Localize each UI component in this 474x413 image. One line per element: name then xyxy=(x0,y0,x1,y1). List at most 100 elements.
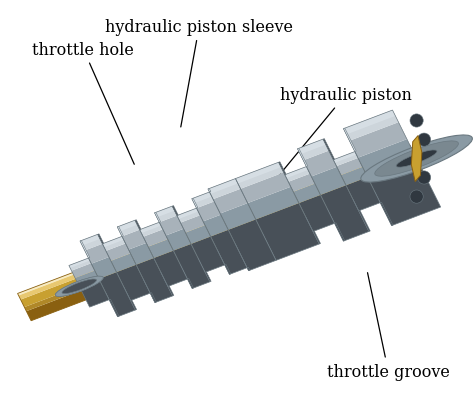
Polygon shape xyxy=(118,221,137,232)
Polygon shape xyxy=(220,204,256,230)
Ellipse shape xyxy=(62,279,97,294)
Polygon shape xyxy=(18,145,411,296)
Polygon shape xyxy=(106,244,130,261)
Ellipse shape xyxy=(418,171,431,185)
Polygon shape xyxy=(197,202,221,222)
Ellipse shape xyxy=(375,142,458,177)
Polygon shape xyxy=(344,111,395,135)
Polygon shape xyxy=(75,271,99,287)
Polygon shape xyxy=(118,227,123,237)
Polygon shape xyxy=(80,235,102,251)
Polygon shape xyxy=(136,259,173,303)
Polygon shape xyxy=(135,220,141,230)
Polygon shape xyxy=(299,195,335,232)
Polygon shape xyxy=(236,163,281,184)
Polygon shape xyxy=(285,167,310,183)
Polygon shape xyxy=(69,259,91,271)
Polygon shape xyxy=(359,211,370,232)
Polygon shape xyxy=(313,231,320,244)
Polygon shape xyxy=(148,240,173,259)
Polygon shape xyxy=(192,199,198,209)
Polygon shape xyxy=(117,265,150,301)
Polygon shape xyxy=(85,244,109,264)
Polygon shape xyxy=(155,206,177,223)
Polygon shape xyxy=(192,192,212,204)
Ellipse shape xyxy=(410,115,423,128)
Polygon shape xyxy=(122,230,146,250)
Polygon shape xyxy=(247,268,250,271)
Polygon shape xyxy=(185,225,210,244)
Polygon shape xyxy=(213,189,247,214)
Polygon shape xyxy=(166,229,191,251)
Polygon shape xyxy=(346,178,380,211)
Ellipse shape xyxy=(361,135,473,183)
Ellipse shape xyxy=(62,279,97,294)
Ellipse shape xyxy=(55,276,103,297)
Polygon shape xyxy=(140,223,163,237)
Polygon shape xyxy=(102,237,126,251)
Polygon shape xyxy=(131,300,137,310)
Polygon shape xyxy=(181,216,205,233)
Polygon shape xyxy=(24,159,419,311)
Polygon shape xyxy=(298,140,326,155)
Polygon shape xyxy=(192,192,214,209)
Ellipse shape xyxy=(55,276,103,297)
Text: hydraulic piston sleeve: hydraulic piston sleeve xyxy=(105,19,293,128)
Polygon shape xyxy=(188,279,193,289)
Polygon shape xyxy=(102,237,124,248)
Polygon shape xyxy=(20,152,417,307)
Polygon shape xyxy=(155,206,174,218)
Polygon shape xyxy=(208,179,240,200)
Polygon shape xyxy=(80,241,90,259)
Polygon shape xyxy=(205,272,211,282)
Polygon shape xyxy=(236,163,283,189)
Polygon shape xyxy=(298,140,329,161)
Polygon shape xyxy=(143,230,168,247)
Polygon shape xyxy=(140,223,161,233)
Polygon shape xyxy=(191,237,225,273)
Polygon shape xyxy=(150,293,156,303)
Polygon shape xyxy=(288,174,315,192)
Polygon shape xyxy=(247,188,299,220)
Polygon shape xyxy=(128,243,154,265)
Polygon shape xyxy=(225,265,231,275)
Polygon shape xyxy=(358,140,417,178)
Polygon shape xyxy=(159,216,183,236)
Polygon shape xyxy=(172,206,178,216)
Polygon shape xyxy=(411,136,422,182)
Polygon shape xyxy=(69,259,90,268)
Polygon shape xyxy=(99,273,135,317)
Polygon shape xyxy=(210,230,247,275)
Polygon shape xyxy=(380,203,393,226)
Text: throttle hole: throttle hole xyxy=(32,42,134,165)
Polygon shape xyxy=(155,213,161,223)
Polygon shape xyxy=(285,167,308,179)
Polygon shape xyxy=(72,263,95,278)
Polygon shape xyxy=(80,235,100,246)
Polygon shape xyxy=(109,299,119,317)
Polygon shape xyxy=(311,167,346,195)
Polygon shape xyxy=(27,163,423,321)
Polygon shape xyxy=(323,139,335,160)
Polygon shape xyxy=(208,179,238,195)
Polygon shape xyxy=(333,152,358,167)
Polygon shape xyxy=(344,111,399,141)
Polygon shape xyxy=(173,244,210,289)
Polygon shape xyxy=(208,189,211,192)
Polygon shape xyxy=(349,123,407,158)
Text: hydraulic piston: hydraulic piston xyxy=(274,87,411,182)
Polygon shape xyxy=(293,184,320,204)
Polygon shape xyxy=(111,254,136,273)
Text: throttle groove: throttle groove xyxy=(327,273,450,380)
Ellipse shape xyxy=(418,134,431,147)
Polygon shape xyxy=(177,209,198,219)
Ellipse shape xyxy=(410,190,423,204)
Polygon shape xyxy=(344,129,356,152)
Polygon shape xyxy=(298,149,308,167)
Polygon shape xyxy=(79,279,109,307)
Polygon shape xyxy=(91,257,117,279)
Polygon shape xyxy=(98,234,104,244)
Polygon shape xyxy=(320,186,369,242)
Polygon shape xyxy=(335,223,345,242)
Polygon shape xyxy=(154,251,188,287)
